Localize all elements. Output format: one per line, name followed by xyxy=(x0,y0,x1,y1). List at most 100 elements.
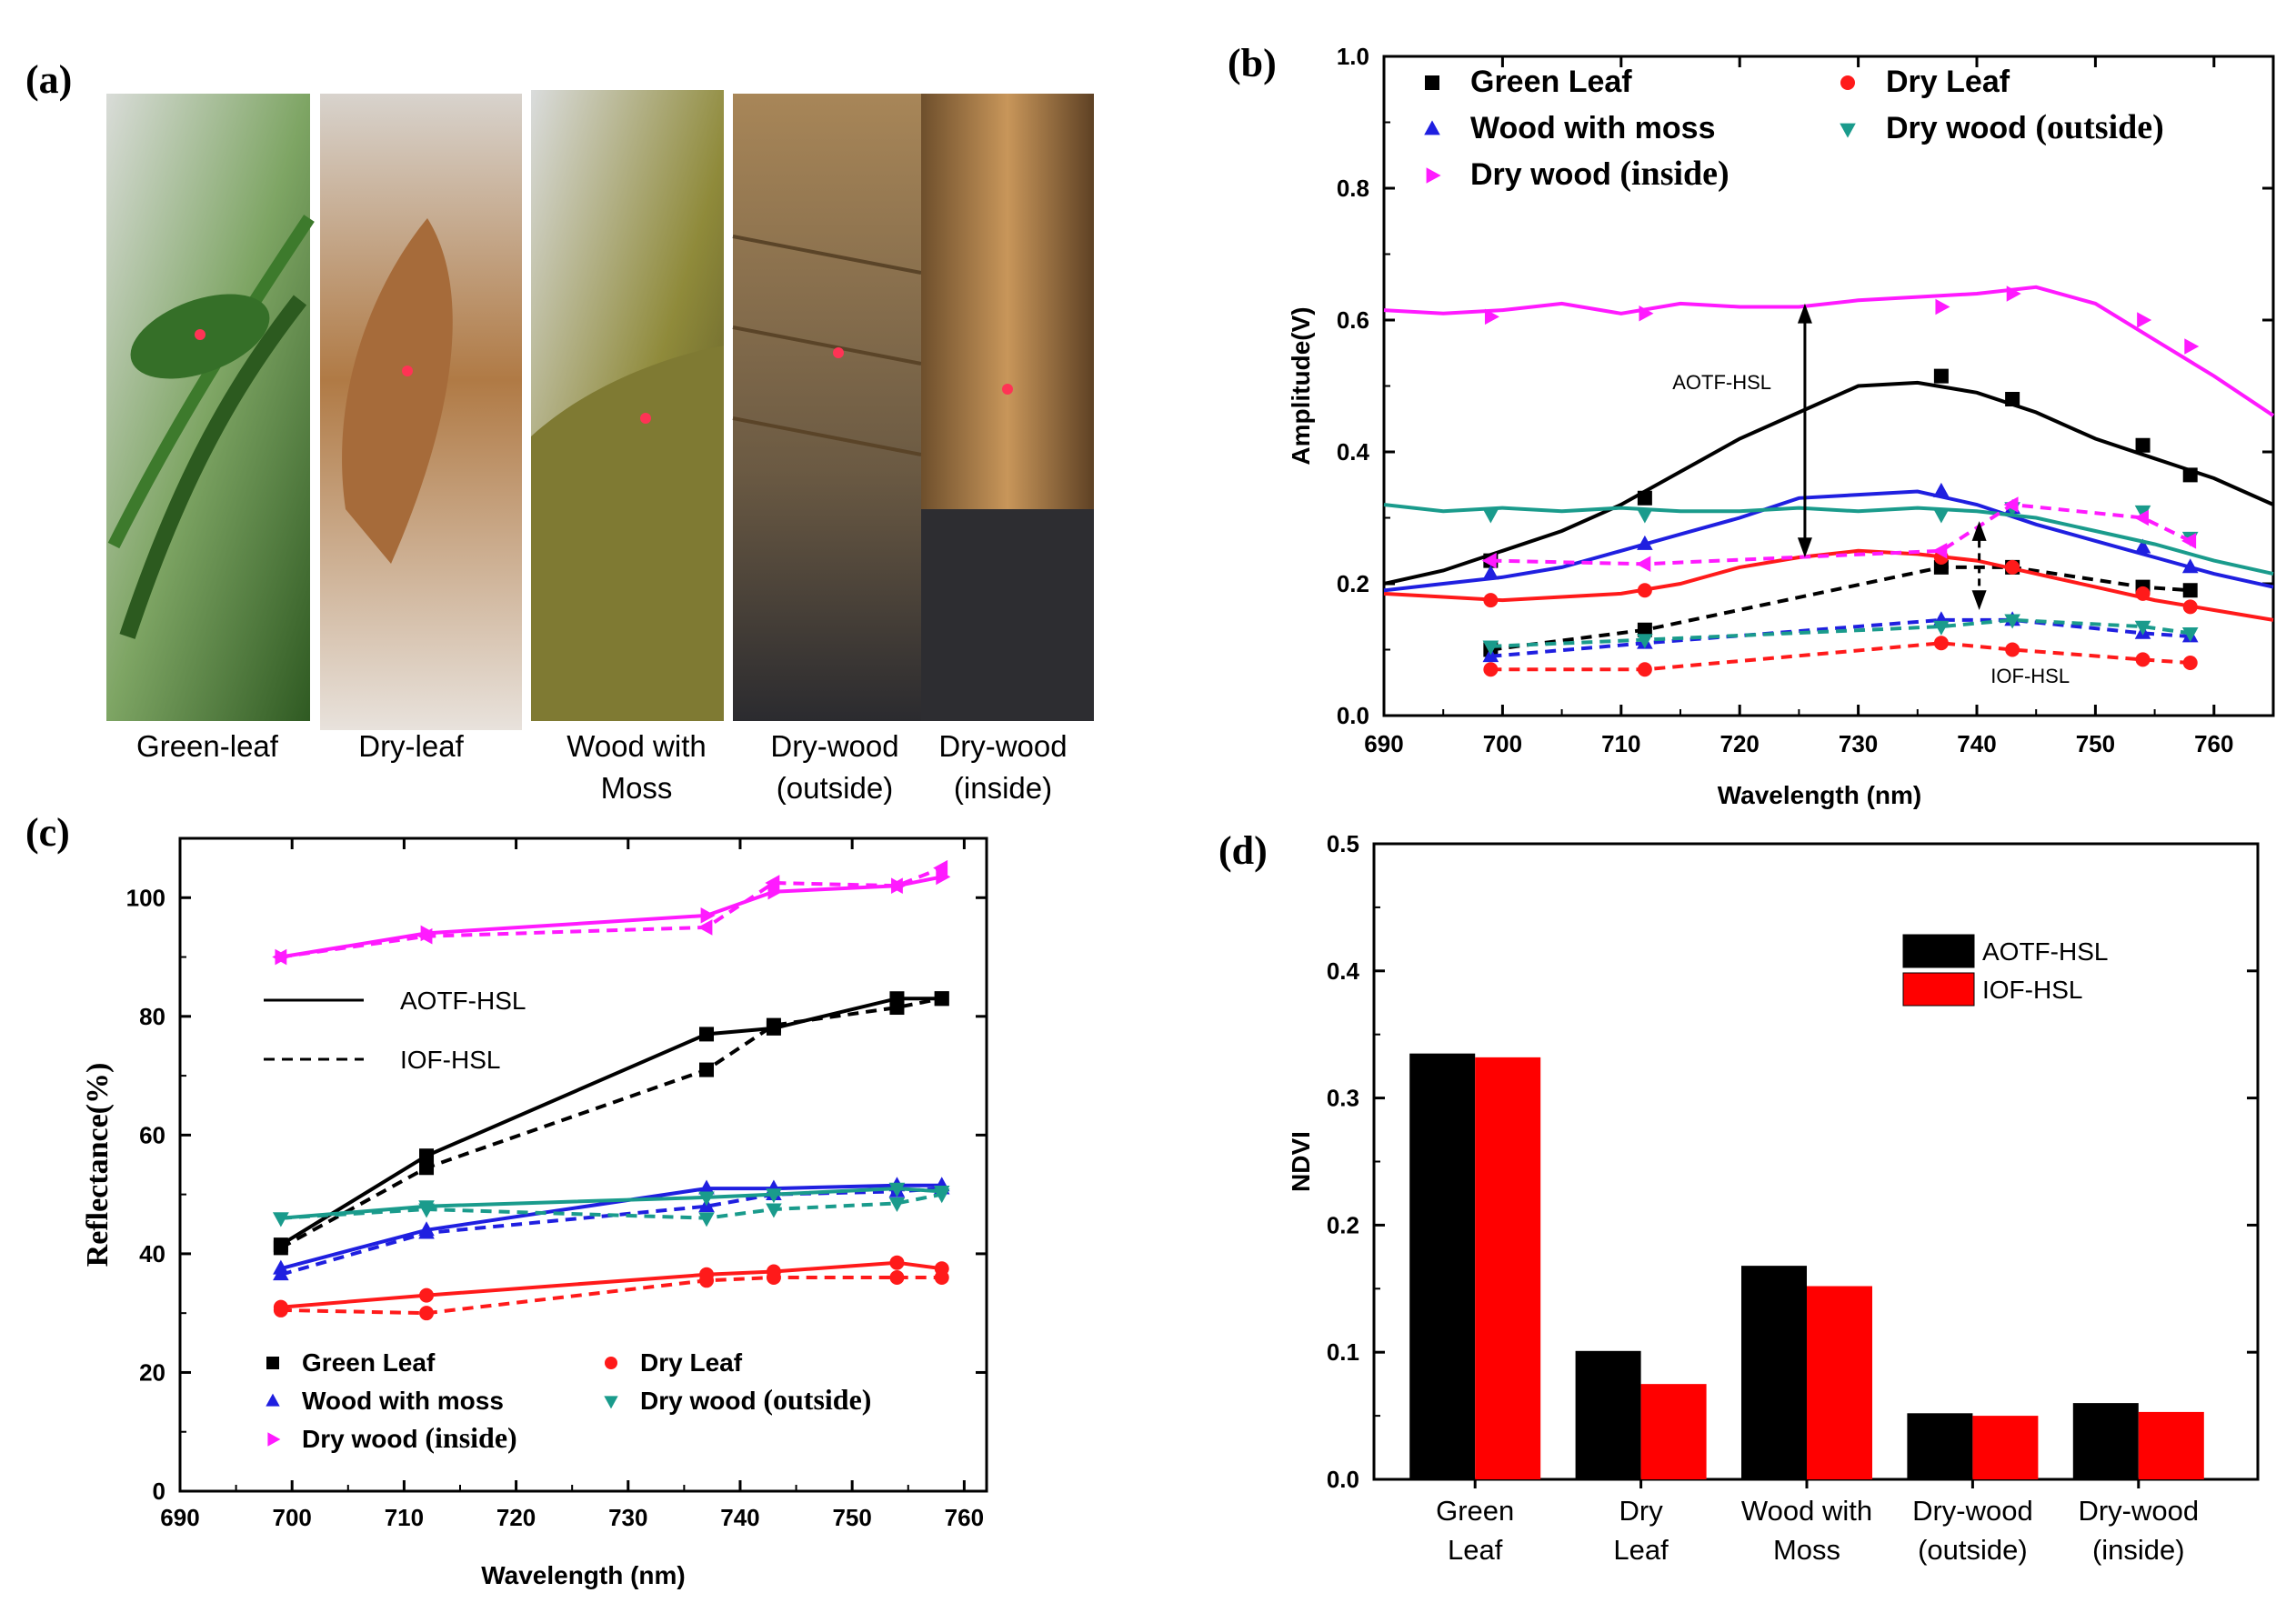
data-point-green-leaf-iof xyxy=(2182,583,2198,598)
series-line-wood-with-moss-aotf xyxy=(1383,489,2274,593)
series-line-green-leaf-aotf xyxy=(279,997,942,1247)
photo-caption-5-line2: (inside) xyxy=(954,771,1052,805)
legend-label-dry-leaf: Dry Leaf xyxy=(1886,65,2010,99)
data-point-dry-wood-inside-iof xyxy=(933,859,948,877)
legend-label-wood-with-moss: Wood with moss xyxy=(302,1387,504,1415)
category-label-line2: Leaf xyxy=(1448,1534,1503,1566)
annotation-aotf: AOTF-HSL xyxy=(1672,371,1771,394)
y-tick-label: 0.2 xyxy=(1337,570,1369,597)
data-point-dry-wood-inside-aotf xyxy=(767,883,783,900)
x-tick-label: 760 xyxy=(2194,730,2233,757)
photo-caption-1: Green-leaf xyxy=(136,729,279,763)
legend-marker-dry-wood xyxy=(604,1396,618,1409)
data-point-wood-with-moss-iof xyxy=(273,1266,289,1281)
y-tick-label: 40 xyxy=(139,1240,165,1267)
y-tick-label: 0.8 xyxy=(1337,175,1369,202)
category-label-line2: Moss xyxy=(1773,1534,1840,1566)
data-point-green-leaf-aotf-markers xyxy=(2005,392,2020,406)
photo-dry-wood-inside xyxy=(921,94,1094,721)
data-point-wood-with-moss-aotf-markers xyxy=(2134,538,2151,554)
y-axis-title: Amplitude(V) xyxy=(1287,306,1315,465)
x-tick-label: 700 xyxy=(272,1504,311,1531)
bar-iof-hsl-wood-with-moss xyxy=(1807,1286,1872,1479)
data-point-dry-leaf-iof xyxy=(699,1273,715,1288)
legend-label-aotf-hsl: AOTF-HSL xyxy=(1982,937,2108,966)
data-point-dry-wood-outside-iof xyxy=(698,1212,715,1227)
category-label-line2: Leaf xyxy=(1613,1534,1669,1566)
data-point-dry-leaf-iof xyxy=(2005,642,2020,657)
legend-marker-green-leaf xyxy=(266,1357,279,1369)
series-line-dry-wood-outside-iof xyxy=(1490,617,2191,648)
series-line-dry-wood-outside-aotf xyxy=(1383,503,2274,576)
bar-aotf-hsl-wood-with-moss xyxy=(1741,1266,1807,1479)
data-point-dry-wood-outside-iof xyxy=(2181,626,2199,642)
x-tick-label: 750 xyxy=(2076,730,2115,757)
x-tick-label: 720 xyxy=(496,1504,536,1531)
photo-caption-3: Wood with xyxy=(566,729,706,763)
data-point-wood-with-moss-aotf-markers xyxy=(1482,565,1499,580)
data-point-dry-leaf-aotf-markers xyxy=(2182,599,2198,615)
arrowhead xyxy=(1797,537,1812,557)
data-point-dry-wood-outside-aotf-markers xyxy=(1482,508,1499,524)
chart-b: 690 700 710 720 730 740 750 760 0.0 0.2 0.4 0.6 0.8 1… xyxy=(1287,43,2275,809)
legend-swatch-iof-hsl xyxy=(1902,972,1975,1007)
data-point-dry-leaf-aotf-markers xyxy=(2135,586,2151,601)
x-axis-title: Wavelength (nm) xyxy=(1718,781,1922,809)
y-tick-label: 0.4 xyxy=(1327,957,1360,985)
x-tick-label: 730 xyxy=(608,1504,647,1531)
data-point-green-leaf-aotf xyxy=(419,1148,435,1164)
x-tick-label: 690 xyxy=(1364,730,1403,757)
data-point-wood-with-moss-aotf-markers xyxy=(1933,482,1950,497)
data-point-dry-wood-inside-iof xyxy=(1636,556,1651,573)
series-line-wood-with-moss-iof xyxy=(1490,617,2191,658)
x-tick-label: 710 xyxy=(385,1504,424,1531)
photo-caption-4-line2: (outside) xyxy=(777,771,893,805)
category-label-line2: (inside) xyxy=(2092,1534,2185,1566)
data-point-dry-leaf-aotf-markers xyxy=(2005,559,2020,575)
data-point-dry-wood-inside-iof xyxy=(697,919,713,936)
bar-iof-hsl-dry-leaf xyxy=(1640,1384,1707,1479)
data-point-dry-wood-outside-iof xyxy=(2134,620,2151,636)
legend-label-wood-with-moss: Wood with moss xyxy=(1470,111,1715,145)
panel-label-c: (c) xyxy=(25,810,70,855)
legend-marker-dry-wood xyxy=(267,1432,281,1447)
data-point-dry-wood-inside-aotf-markers xyxy=(1639,305,1654,322)
data-point-dry-wood-inside-aotf xyxy=(700,907,716,924)
legend-label-dry-wood-outside: Dry wood (outside) xyxy=(640,1383,871,1416)
annotation-iof: IOF-HSL xyxy=(1990,665,2070,687)
data-point-dry-wood-outside-aotf xyxy=(888,1182,906,1197)
series-line-dry-wood-inside-aotf xyxy=(280,875,943,959)
plot-frame xyxy=(178,837,988,1493)
y-tick-label: 0.2 xyxy=(1327,1211,1359,1238)
data-point-green-leaf-iof xyxy=(766,1017,781,1033)
photo-caption-2: Dry-leaf xyxy=(358,729,464,763)
data-point-dry-wood-inside-iof xyxy=(1481,552,1497,569)
series-line-dry-leaf-iof xyxy=(280,1276,942,1316)
data-point-dry-wood-outside-iof xyxy=(1482,640,1499,656)
photo-dry-leaf xyxy=(320,94,522,730)
x-tick-label: 730 xyxy=(1839,730,1878,757)
data-point-wood-with-moss-aotf xyxy=(698,1179,715,1195)
panel-label-b: (b) xyxy=(1228,41,1277,85)
panel-label-d: (d) xyxy=(1218,828,1268,873)
data-point-dry-wood-outside-iof xyxy=(418,1203,435,1218)
data-point-dry-wood-inside-iof xyxy=(417,927,433,945)
data-point-dry-wood-outside-iof xyxy=(1933,620,1950,636)
photo-caption-4: Dry-wood xyxy=(770,729,898,763)
data-point-dry-leaf-aotf xyxy=(889,1255,905,1270)
data-point-dry-wood-outside-iof xyxy=(2004,614,2020,629)
data-point-green-leaf-aotf xyxy=(699,1027,715,1042)
legend-label-iof-hsl: IOF-HSL xyxy=(1982,976,2082,1004)
data-point-dry-wood-inside-aotf-markers xyxy=(1935,298,1950,316)
y-tick-label: 0.6 xyxy=(1337,306,1369,334)
series-line-green-leaf-iof xyxy=(1490,565,2191,652)
legend-label-dry-leaf: Dry Leaf xyxy=(640,1348,743,1377)
y-tick-label: 0.5 xyxy=(1327,830,1359,857)
y-tick-label: 1.0 xyxy=(1337,43,1369,70)
legend-label-dry-wood-inside: Dry wood (inside) xyxy=(1470,155,1730,193)
arrowhead xyxy=(1797,303,1812,324)
bar-aotf-hsl-green-leaf xyxy=(1409,1053,1476,1479)
arrowhead xyxy=(1971,521,1987,541)
data-point-wood-with-moss-aotf-markers xyxy=(2181,558,2199,574)
data-point-dry-wood-outside-iof xyxy=(933,1188,950,1204)
